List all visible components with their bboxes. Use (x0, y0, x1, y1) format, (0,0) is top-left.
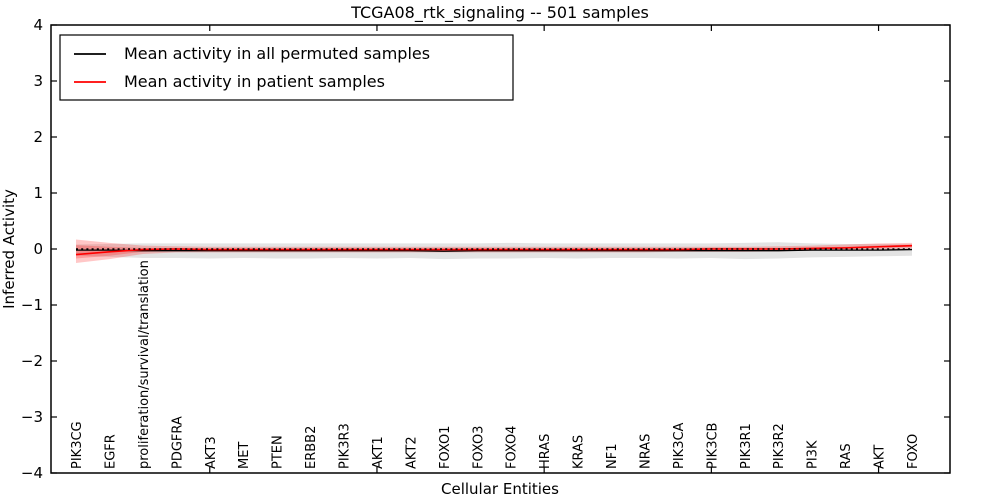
chart-title: TCGA08_rtk_signaling -- 501 samples (350, 3, 649, 23)
x-tick-label: AKT (873, 445, 888, 469)
x-tick-label: FOXO1 (438, 426, 453, 469)
x-tick-label: PIK3R1 (739, 423, 754, 469)
x-tick-label: MET (237, 442, 252, 469)
x-tick-label: ERBB2 (304, 426, 319, 469)
y-tick-label: 3 (33, 72, 43, 90)
x-tick-label: NRAS (638, 434, 653, 469)
y-axis-label: Inferred Activity (0, 189, 18, 309)
x-tick-label: PIK3R3 (338, 423, 353, 469)
x-tick-label: FOXO4 (505, 426, 520, 469)
patient-inner-band (76, 244, 912, 259)
permuted-mean-line (76, 248, 913, 252)
plot-frame (50, 24, 951, 474)
x-tick-label: HRAS (538, 434, 553, 469)
x-tick-label: FOXO3 (471, 426, 486, 469)
legend-item-patient: Mean activity in patient samples (74, 72, 385, 91)
x-tick-labels: PIK3CG EGFR proliferation/survival/transla… (70, 260, 921, 469)
x-tick-label: AKT3 (204, 436, 219, 469)
x-tick-label: PIK3R2 (772, 423, 787, 469)
x-axis-label: Cellular Entities (441, 480, 559, 498)
x-tick-label: proliferation/survival/translation (137, 260, 152, 469)
x-tick-label: NF1 (605, 444, 620, 469)
x-tick-label: FOXO (906, 434, 921, 469)
y-tick-label: 1 (33, 184, 43, 202)
y-tick-label: 4 (33, 16, 43, 34)
x-tick-label: KRAS (572, 435, 587, 469)
legend-label-patient: Mean activity in patient samples (124, 72, 385, 91)
legend: Mean activity in all permuted samples Me… (59, 34, 514, 101)
y-tick-label: −2 (21, 352, 43, 370)
x-tick-label: PIK3CA (672, 422, 687, 469)
x-tick-label: RAS (839, 443, 854, 469)
legend-box (59, 34, 514, 101)
y-tick-label: −4 (21, 464, 43, 482)
y-tick-label: −3 (21, 408, 43, 426)
y-tick-label: 2 (33, 128, 43, 146)
legend-item-permuted: Mean activity in all permuted samples (74, 44, 430, 63)
mean-activity-lines (75, 244, 913, 256)
x-tick-label: PDGFRA (170, 416, 185, 469)
y-tick-labels: 4 3 2 1 0 −1 −2 −3 −4 (21, 16, 43, 482)
y-tick-label: −1 (21, 296, 43, 314)
x-tick-label: PIK3CG (70, 421, 85, 469)
x-tick-label: PI3K (806, 440, 821, 469)
x-tick-label: EGFR (103, 434, 118, 469)
x-tick-label: PTEN (271, 435, 286, 469)
x-tick-label: AKT1 (371, 436, 386, 469)
x-tick-label: AKT2 (404, 436, 419, 469)
patient-mean-line (75, 244, 913, 256)
x-tick-label: PIK3CB (705, 423, 720, 469)
legend-label-permuted: Mean activity in all permuted samples (124, 44, 430, 63)
y-tick-label: 0 (33, 240, 43, 258)
